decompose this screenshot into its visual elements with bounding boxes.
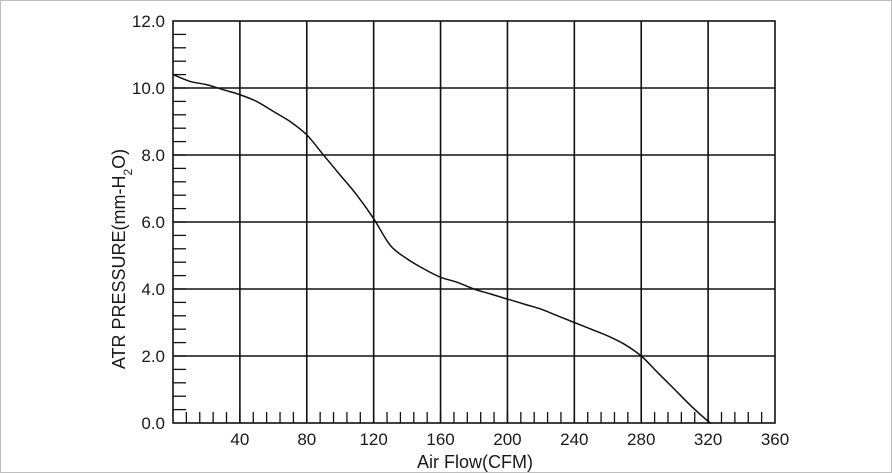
x-tick-labels: 40 80 120 160 200 240 280 320 360 (230, 430, 789, 449)
y-tick-label: 6.0 (141, 213, 165, 232)
x-tick-label: 360 (761, 430, 789, 449)
x-axis-title: Air Flow(CFM) (417, 452, 533, 472)
grid (172, 20, 776, 424)
y-axis-title-subscript: 2 (121, 169, 135, 176)
x-tick-label: 40 (230, 430, 249, 449)
x-tick-label: 160 (426, 430, 454, 449)
y-tick-label: 8.0 (141, 146, 165, 165)
y-tick-label: 12.0 (132, 12, 165, 31)
x-tick-label: 320 (694, 430, 722, 449)
y-tick-label: 2.0 (141, 347, 165, 366)
x-tick-label: 120 (359, 430, 387, 449)
x-tick-label: 200 (493, 430, 521, 449)
y-tick-label: 10.0 (132, 79, 165, 98)
y-tick-label: 0.0 (141, 414, 165, 433)
minor-ticks (173, 33, 763, 423)
series-line (172, 73, 712, 424)
x-tick-label: 280 (627, 430, 655, 449)
y-tick-label: 4.0 (141, 280, 165, 299)
y-axis-title: ATR PRESSURE(mm-H2O) (109, 149, 135, 369)
x-tick-label: 80 (297, 430, 316, 449)
y-axis-title-suffix: O) (109, 149, 129, 169)
series-group (172, 73, 712, 424)
y-axis-title-prefix: ATR PRESSURE(mm-H (109, 176, 129, 370)
x-tick-label: 240 (560, 430, 588, 449)
y-tick-labels: 0.0 2.0 4.0 6.0 8.0 10.0 12.0 (132, 12, 165, 433)
